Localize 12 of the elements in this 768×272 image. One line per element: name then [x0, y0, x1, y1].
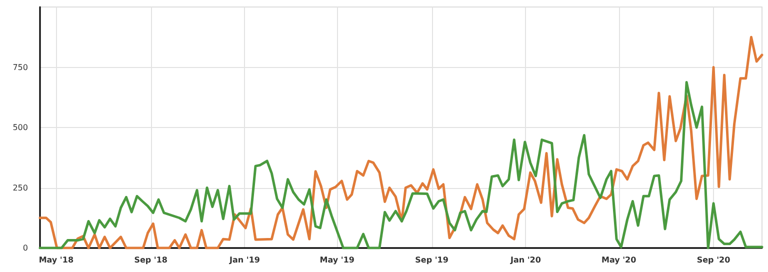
x-tick-label: May '19 — [320, 256, 355, 264]
y-tick-label: 750 — [12, 62, 28, 72]
y-tick-label: 500 — [12, 123, 28, 132]
x-tick-label: Jan '20 — [509, 256, 542, 264]
x-tick-label: Sep '18 — [134, 256, 168, 264]
y-tick-label: 250 — [12, 183, 28, 192]
x-tick-label: Jan '19 — [228, 256, 260, 264]
y-tick-label: 0 — [22, 244, 28, 252]
x-tick-label: Sep '20 — [696, 256, 731, 264]
x-tick-label: May '20 — [601, 256, 637, 264]
x-tick-label: Sep '19 — [415, 256, 449, 264]
x-tick-label: May '18 — [38, 256, 74, 264]
